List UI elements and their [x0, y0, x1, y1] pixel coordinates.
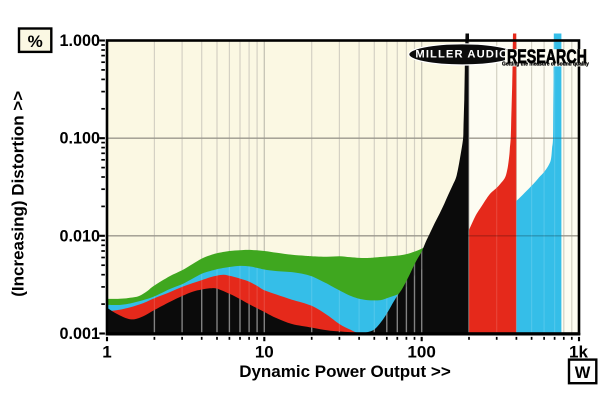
svg-text:1.000: 1.000 [59, 32, 100, 50]
svg-text:10: 10 [255, 342, 274, 361]
svg-text:0.001: 0.001 [59, 325, 100, 343]
svg-text:%: % [28, 32, 43, 51]
svg-text:(Increasing) Distortion >>: (Increasing) Distortion >> [9, 91, 28, 297]
svg-text:1k: 1k [569, 342, 588, 361]
svg-text:Getting the measure of sound q: Getting the measure of sound quality [502, 61, 589, 67]
svg-text:1: 1 [102, 342, 111, 361]
svg-text:RESEARCH: RESEARCH [507, 46, 587, 67]
svg-text:Dynamic Power Output >>: Dynamic Power Output >> [239, 362, 451, 381]
svg-text:100: 100 [407, 342, 435, 361]
svg-text:MILLER AUDIO: MILLER AUDIO [415, 49, 509, 61]
svg-text:0.100: 0.100 [59, 130, 100, 148]
svg-text:0.010: 0.010 [59, 227, 100, 245]
svg-text:W: W [575, 364, 591, 382]
